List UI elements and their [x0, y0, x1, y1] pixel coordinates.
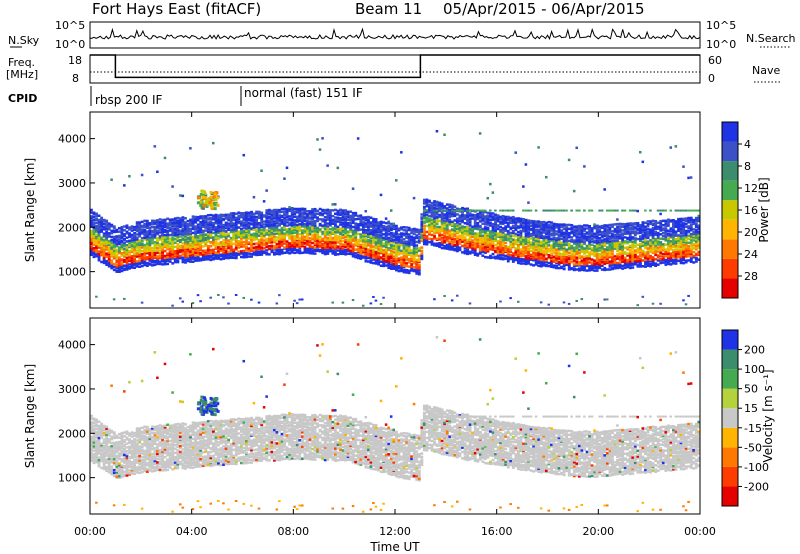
colorbar-tick-label: 15 — [744, 402, 758, 415]
colorbar-tick-label: 20 — [744, 226, 758, 239]
colorbar-swatch — [722, 180, 738, 201]
nsky-trace — [89, 27, 701, 40]
colorbar-swatch — [722, 466, 738, 487]
colorbar-swatch — [722, 161, 738, 181]
y-tick-label: 3000 — [58, 383, 86, 396]
cpid-segment-1: rbsp 200 IF — [95, 93, 162, 107]
colorbar-swatch — [722, 427, 738, 448]
nave-label: Nave — [752, 64, 780, 77]
y-tick-label: 2000 — [58, 427, 86, 440]
nsearch-tick-low: 10^0 — [706, 38, 736, 51]
colorbar-swatch — [722, 388, 738, 409]
colorbar-tick-label: -15 — [744, 422, 762, 435]
x-tick-label: 08:00 — [277, 525, 309, 538]
colorbar-tick-label: 16 — [744, 204, 758, 217]
y-tick-label: 1000 — [58, 266, 86, 279]
x-tick-label: 00:00 — [684, 525, 716, 538]
time-axis-label: Time UT — [369, 540, 420, 554]
colorbar-swatch — [722, 278, 738, 298]
nave-tick-low: 0 — [708, 72, 715, 85]
colorbar-tick-label: 28 — [744, 270, 758, 283]
station-title: Fort Hays East (fitACF) — [92, 0, 261, 18]
colorbar-tick-label: 12 — [744, 182, 758, 195]
colorbar-swatch — [722, 219, 738, 240]
y-tick-label: 4000 — [58, 133, 86, 146]
velocity-y-axis: 1000 2000 3000 4000 — [58, 339, 95, 485]
velocity-y-label: Slant Range [km] — [23, 364, 37, 468]
velocity-colorbar-label: Velocity [m s⁻¹] — [761, 369, 775, 462]
colorbar-swatch — [722, 369, 738, 389]
nsearch-tick-high: 10^5 — [706, 19, 736, 32]
x-tick-label: 12:00 — [379, 525, 411, 538]
nsky-tick-low: 10^0 — [55, 38, 85, 51]
colorbar-tick-label: -100 — [744, 461, 769, 474]
time-axis: 00:00 04:00 08:00 12:00 16:00 20:00 00:00 — [74, 112, 716, 538]
colorbar-tick-label: 100 — [744, 363, 765, 376]
colorbar-swatch — [722, 408, 738, 428]
nsky-box — [89, 21, 701, 49]
nsky-tick-high: 10^5 — [55, 19, 85, 32]
velocity-panel: 1000 2000 3000 4000 Slant Range [km] — [23, 317, 701, 515]
colorbar-swatch — [722, 486, 738, 506]
power-cells — [90, 129, 701, 307]
power-colorbar: 4 8 12 16 20 24 28 — [721, 121, 758, 299]
colorbar-swatch — [722, 239, 738, 259]
colorbar-swatch — [722, 258, 738, 279]
colorbar-tick-label: -50 — [744, 441, 762, 454]
power-panel: 1000 2000 3000 4000 Slant Range [km] — [23, 111, 701, 309]
y-tick-label: 4000 — [58, 339, 86, 352]
colorbar-swatch — [722, 122, 738, 142]
colorbar-swatch — [722, 330, 738, 350]
colorbar-tick-label: 200 — [744, 344, 765, 357]
nave-tick-high: 60 — [708, 54, 722, 67]
colorbar-tick-label: 8 — [744, 160, 751, 173]
cpid-segment-2: normal (fast) 151 IF — [244, 86, 363, 100]
x-tick-label: 20:00 — [582, 525, 614, 538]
colorbar-swatch — [722, 447, 738, 467]
colorbar-swatch — [722, 200, 738, 220]
beam-title: Beam 11 — [355, 0, 422, 18]
colorbar-swatch — [722, 349, 738, 370]
nsky-label: N.Sky — [8, 34, 40, 47]
power-y-label: Slant Range [km] — [23, 158, 37, 262]
y-tick-label: 2000 — [58, 221, 86, 234]
colorbar-tick-label: -200 — [744, 480, 769, 493]
colorbar-tick-label: 4 — [744, 138, 751, 151]
freq-tick-high: 18 — [68, 54, 82, 67]
nsearch-label: N.Search — [746, 32, 796, 45]
freq-box — [89, 54, 701, 84]
power-y-axis: 1000 2000 3000 4000 — [58, 133, 95, 279]
date-title: 05/Apr/2015 - 06/Apr/2015 — [443, 0, 645, 18]
velocity-colorbar: 200 100 50 15 -15 -50 -100 -200 — [721, 329, 769, 507]
freq-label-1: Freq. — [8, 56, 35, 69]
y-tick-label: 1000 — [58, 472, 86, 485]
x-tick-label: 00:00 — [74, 525, 106, 538]
freq-label-2: [MHz] — [6, 68, 38, 81]
cpid-label: CPID — [8, 92, 37, 105]
colorbar-tick-label: 50 — [744, 383, 758, 396]
y-tick-label: 3000 — [58, 177, 86, 190]
x-tick-label: 04:00 — [176, 525, 208, 538]
x-tick-label: 16:00 — [481, 525, 513, 538]
power-colorbar-label: Power [dB] — [757, 177, 771, 242]
freq-tick-low: 8 — [72, 72, 79, 85]
velocity-cells — [90, 335, 701, 513]
colorbar-swatch — [722, 141, 738, 162]
colorbar-tick-label: 24 — [744, 248, 758, 261]
freq-trace — [90, 54, 700, 79]
